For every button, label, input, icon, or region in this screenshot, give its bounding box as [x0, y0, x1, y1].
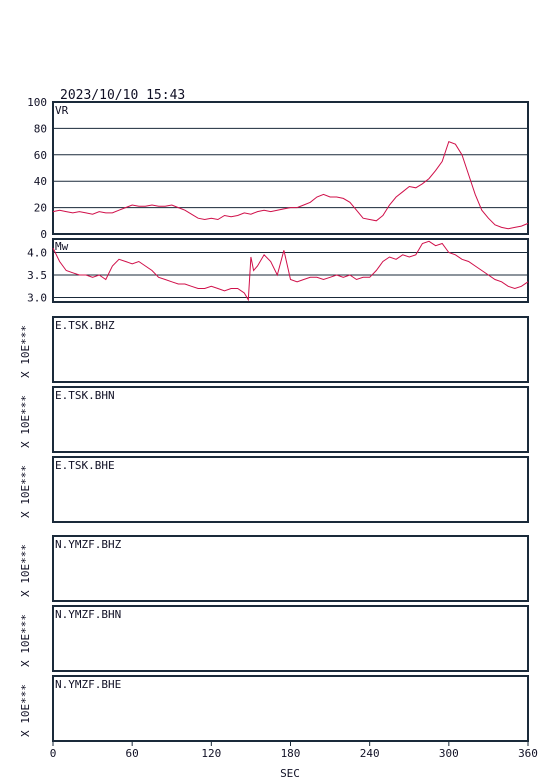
vr-panel-frame [52, 101, 529, 235]
station-scale-label: X 10E*** [19, 544, 32, 597]
station-panel-e-tsk-bhe: E.TSK.BHE X 10E*** [19, 456, 529, 523]
station-label: N.YMZF.BHE [55, 678, 121, 691]
station-frame [52, 386, 529, 453]
station-panel-e-tsk-bhn: E.TSK.BHN X 10E*** [19, 386, 529, 453]
timestamp: 2023/10/10 15:43 [60, 88, 185, 103]
vr-panel-label: VR [55, 104, 69, 117]
mw-panel: Mw 4.0 3.5 3.0 [27, 238, 529, 305]
vr-panel: VR 0 20 40 60 80 100 [27, 96, 529, 241]
vr-series-line [52, 140, 529, 230]
x-axis-tick-label: 240 [360, 747, 380, 760]
vr-ytick-label: 60 [34, 149, 47, 162]
vr-ytick-label: 0 [40, 228, 47, 241]
station-label: E.TSK.BHN [55, 389, 115, 402]
station-label: E.TSK.BHZ [55, 319, 115, 332]
x-axis: 0 60 120 180 240 300 360 [50, 740, 538, 760]
x-axis-label: SEC [280, 767, 300, 780]
mw-ytick-label: 4.0 [27, 247, 47, 260]
x-axis-tick-label: 360 [518, 747, 538, 760]
station-scale-label: X 10E*** [19, 325, 32, 378]
station-panel-e-tsk-bhz: E.TSK.BHZ X 10E*** [19, 316, 529, 383]
mw-panel-frame [52, 238, 529, 303]
mw-ytick-label: 3.5 [27, 269, 47, 282]
x-axis-tick-label: 300 [439, 747, 459, 760]
station-panel-n-ymzf-bhe: N.YMZF.BHE X 10E*** [19, 675, 529, 742]
station-label: N.YMZF.BHZ [55, 538, 122, 551]
station-scale-label: X 10E*** [19, 465, 32, 518]
station-frame [52, 675, 529, 742]
station-panel-n-ymzf-bhz: N.YMZF.BHZ X 10E*** [19, 535, 529, 602]
mw-panel-label: Mw [55, 240, 69, 253]
x-axis-tick-label: 0 [50, 747, 57, 760]
mw-ytick-label: 3.0 [27, 292, 47, 305]
station-panel-n-ymzf-bhn: N.YMZF.BHN X 10E*** [19, 605, 529, 672]
vr-ytick-label: 80 [34, 122, 47, 135]
station-frame [52, 605, 529, 672]
station-scale-label: X 10E*** [19, 614, 32, 667]
station-label: E.TSK.BHE [55, 459, 115, 472]
station-scale-label: X 10E*** [19, 395, 32, 448]
station-scale-label: X 10E*** [19, 684, 32, 737]
station-frame [52, 316, 529, 383]
mw-series-line [52, 240, 529, 302]
station-label: N.YMZF.BHN [55, 608, 121, 621]
x-axis-tick-label: 120 [201, 747, 221, 760]
x-axis-tick-label: 180 [281, 747, 301, 760]
station-frame [52, 456, 529, 523]
station-frame [52, 535, 529, 602]
vr-ytick-label: 20 [34, 202, 47, 215]
vr-ytick-label: 100 [27, 96, 47, 109]
vr-ytick-label: 40 [34, 175, 47, 188]
x-axis-tick-label: 60 [126, 747, 139, 760]
